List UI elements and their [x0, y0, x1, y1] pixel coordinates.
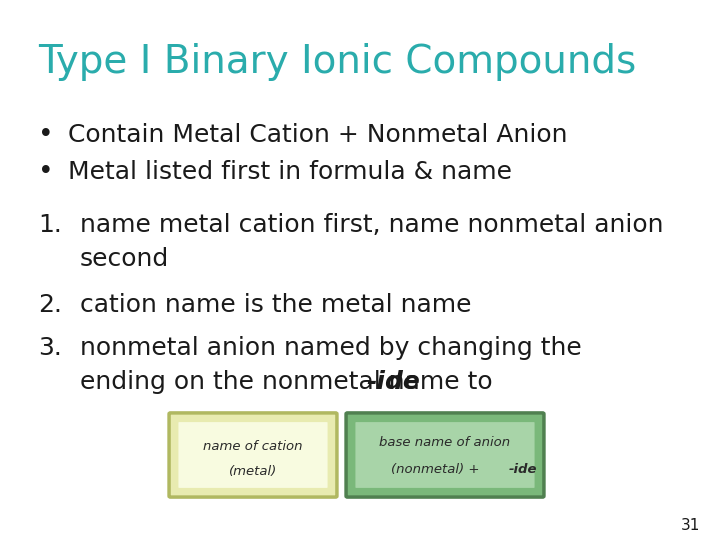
FancyBboxPatch shape — [169, 413, 337, 497]
FancyBboxPatch shape — [356, 422, 534, 488]
Text: base name of anion: base name of anion — [379, 436, 510, 449]
Text: •: • — [38, 122, 53, 148]
Text: 3.: 3. — [38, 336, 62, 360]
Text: second: second — [80, 247, 169, 271]
FancyBboxPatch shape — [179, 422, 328, 488]
Text: Metal listed first in formula & name: Metal listed first in formula & name — [68, 160, 512, 184]
Text: 2.: 2. — [38, 293, 62, 317]
Text: 31: 31 — [680, 517, 700, 532]
Text: ending on the nonmetal name to: ending on the nonmetal name to — [80, 370, 500, 394]
Text: 1.: 1. — [38, 213, 62, 237]
Text: nonmetal anion named by changing the: nonmetal anion named by changing the — [80, 336, 582, 360]
Text: Contain Metal Cation + Nonmetal Anion: Contain Metal Cation + Nonmetal Anion — [68, 123, 567, 147]
Text: (nonmetal) +: (nonmetal) + — [392, 463, 484, 476]
Text: cation name is the metal name: cation name is the metal name — [80, 293, 472, 317]
Text: •: • — [38, 159, 53, 185]
Text: (metal): (metal) — [229, 465, 277, 478]
Text: Type I Binary Ionic Compounds: Type I Binary Ionic Compounds — [38, 43, 636, 81]
Text: -ide: -ide — [509, 463, 537, 476]
FancyBboxPatch shape — [346, 413, 544, 497]
Text: -ide: -ide — [366, 370, 420, 394]
Text: name metal cation first, name nonmetal anion: name metal cation first, name nonmetal a… — [80, 213, 664, 237]
Text: name of cation: name of cation — [203, 440, 302, 453]
